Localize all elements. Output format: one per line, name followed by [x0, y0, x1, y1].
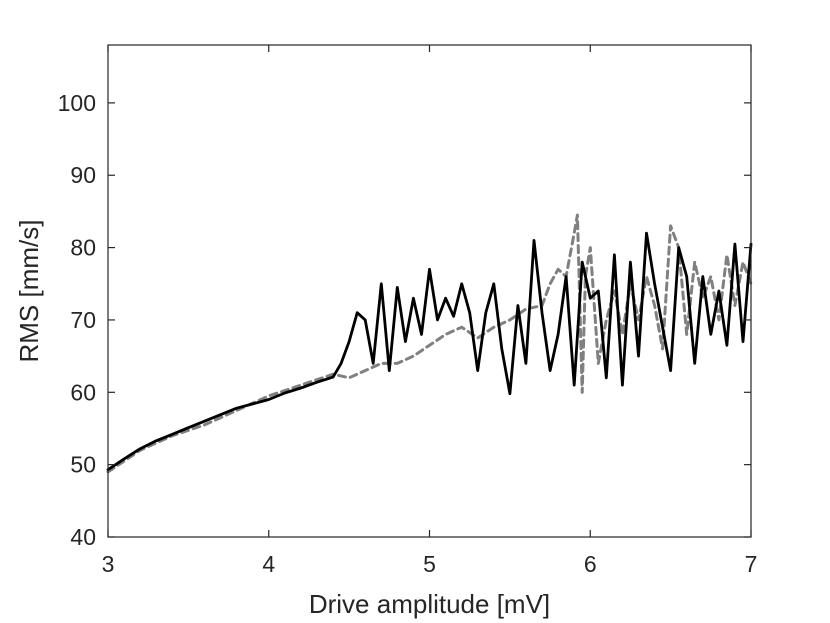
- x-tick-label: 6: [584, 551, 597, 577]
- x-tick-label: 3: [102, 551, 115, 577]
- y-tick-label: 90: [70, 162, 96, 188]
- x-axis-label: Drive amplitude [mV]: [309, 589, 550, 619]
- y-axis-label: RMS [mm/s]: [14, 220, 44, 363]
- series-layer: [106, 213, 753, 474]
- series-line-dashed: [106, 213, 753, 474]
- x-tick-label: 7: [745, 551, 758, 577]
- y-tick-label: 100: [58, 90, 96, 116]
- y-tick-label: 60: [70, 379, 96, 405]
- y-tick-label: 40: [70, 524, 96, 550]
- y-tick-label: 80: [70, 235, 96, 261]
- series-line-solid: [106, 231, 753, 472]
- y-tick-label: 70: [70, 307, 96, 333]
- x-tick-label: 4: [262, 551, 275, 577]
- tick-layer: 3 4 5 6 7 40 50 60 70 80 90 100: [58, 45, 758, 577]
- x-tick-label: 5: [423, 551, 436, 577]
- y-tick-label: 50: [70, 452, 96, 478]
